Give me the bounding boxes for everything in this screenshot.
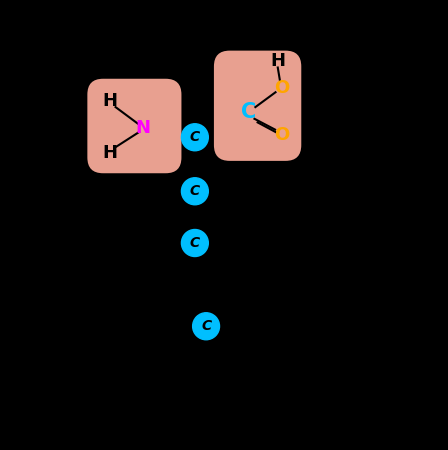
Text: C: C	[241, 103, 256, 122]
Text: H: H	[270, 52, 285, 70]
Circle shape	[181, 178, 208, 205]
Text: H: H	[102, 144, 117, 162]
Text: O: O	[275, 79, 290, 97]
Text: C: C	[190, 130, 200, 144]
FancyBboxPatch shape	[214, 51, 301, 161]
Circle shape	[193, 313, 220, 340]
Text: C: C	[201, 319, 211, 333]
Text: O: O	[275, 126, 290, 144]
Text: C: C	[190, 184, 200, 198]
Text: H: H	[102, 92, 117, 110]
FancyBboxPatch shape	[87, 79, 181, 173]
Text: C: C	[190, 236, 200, 250]
Text: N: N	[136, 119, 151, 137]
Circle shape	[181, 124, 208, 151]
Circle shape	[181, 230, 208, 256]
